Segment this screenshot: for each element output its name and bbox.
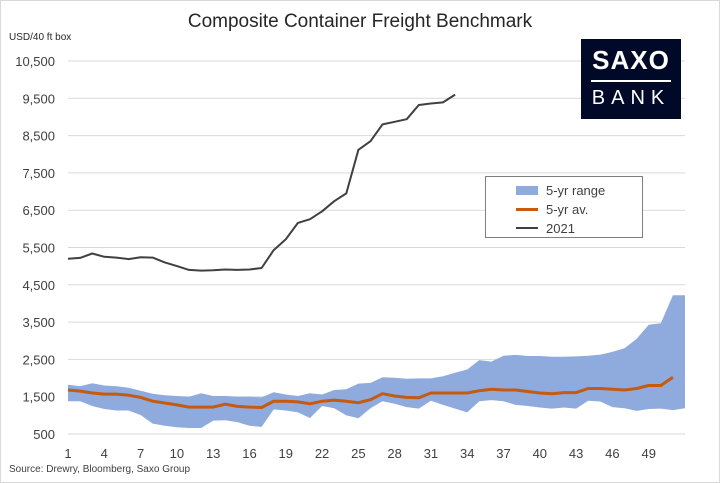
y-tick-label: 7,500 bbox=[22, 166, 55, 181]
y-tick-label: 6,500 bbox=[22, 203, 55, 218]
y-tick-labels: 500 1,500 2,500 3,500 4,500 5,500 6,500 7,500 8,… bbox=[15, 54, 55, 442]
series-layer bbox=[67, 93, 674, 409]
series-line-5yr-average bbox=[67, 376, 674, 409]
logo-bottom-text: BANK bbox=[591, 87, 671, 109]
x-tick-label: 49 bbox=[641, 446, 655, 461]
x-tick-label: 13 bbox=[206, 446, 220, 461]
y-tick-label: 4,500 bbox=[22, 278, 55, 293]
y-tick-label: 10,500 bbox=[15, 54, 55, 69]
x-tick-label: 34 bbox=[460, 446, 474, 461]
legend-swatch-average bbox=[516, 208, 538, 211]
chart-title: Composite Container Freight Benchmark bbox=[187, 11, 533, 32]
source-note: Source: Drewry, Bloomberg, Saxo Group bbox=[9, 464, 191, 475]
saxo-bank-logo: SAXO BANK bbox=[581, 39, 681, 119]
range-band-5yr bbox=[68, 295, 685, 428]
legend-label-2021: 2021 bbox=[546, 221, 575, 236]
x-tick-label: 43 bbox=[569, 446, 583, 461]
legend-item-2021: 2021 bbox=[516, 219, 642, 238]
x-tick-label: 37 bbox=[496, 446, 510, 461]
legend: 5-yr range 5-yr av. 2021 bbox=[485, 176, 643, 238]
x-tick-label: 4 bbox=[101, 446, 108, 461]
x-tick-label: 1 bbox=[64, 446, 71, 461]
x-tick-label: 7 bbox=[137, 446, 144, 461]
legend-swatch-range bbox=[516, 186, 538, 195]
y-tick-label: 2,500 bbox=[22, 352, 55, 367]
legend-label-average: 5-yr av. bbox=[546, 202, 589, 217]
y-tick-label: 8,500 bbox=[22, 129, 55, 144]
x-tick-label: 25 bbox=[351, 446, 365, 461]
x-tick-label: 40 bbox=[533, 446, 547, 461]
logo-top-text: SAXO bbox=[592, 45, 670, 75]
legend-item-range: 5-yr range bbox=[516, 181, 642, 200]
y-tick-label: 5,500 bbox=[22, 241, 55, 256]
legend-swatch-2021 bbox=[516, 227, 538, 229]
x-tick-label: 28 bbox=[387, 446, 401, 461]
y-tick-label: 500 bbox=[33, 427, 55, 442]
x-tick-label: 19 bbox=[279, 446, 293, 461]
x-tick-label: 10 bbox=[170, 446, 184, 461]
y-tick-label: 3,500 bbox=[22, 315, 55, 330]
legend-label-range: 5-yr range bbox=[546, 183, 606, 198]
x-tick-label: 22 bbox=[315, 446, 329, 461]
range-band-layer bbox=[68, 295, 685, 428]
x-tick-label: 46 bbox=[605, 446, 619, 461]
y-tick-label: 9,500 bbox=[22, 91, 55, 106]
legend-item-average: 5-yr av. bbox=[516, 200, 642, 219]
series-line-2021 bbox=[67, 93, 456, 272]
y-axis-unit-label: USD/40 ft box bbox=[9, 32, 72, 43]
x-tick-label: 31 bbox=[424, 446, 438, 461]
y-tick-label: 1,500 bbox=[22, 390, 55, 405]
x-tick-label: 16 bbox=[242, 446, 256, 461]
x-tick-labels: 1 4 7 10 13 16 19 22 25 28 31 34 37 40 43 46 49 bbox=[64, 446, 656, 461]
logo-divider bbox=[591, 80, 671, 82]
